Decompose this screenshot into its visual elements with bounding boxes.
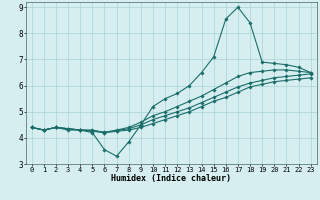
X-axis label: Humidex (Indice chaleur): Humidex (Indice chaleur) [111,174,231,183]
